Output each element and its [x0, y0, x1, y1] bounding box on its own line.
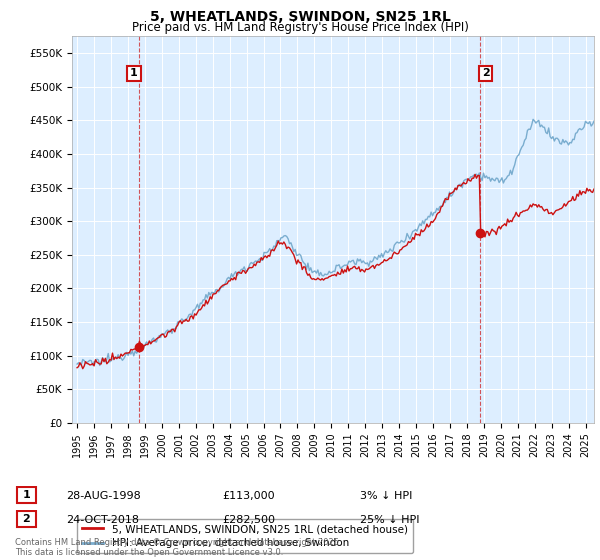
Text: 2: 2	[482, 68, 490, 78]
Text: 28-AUG-1998: 28-AUG-1998	[66, 491, 141, 501]
Text: £113,000: £113,000	[222, 491, 275, 501]
Text: 1: 1	[130, 68, 138, 78]
Bar	[17, 487, 36, 503]
Text: 24-OCT-2018: 24-OCT-2018	[66, 515, 139, 525]
Text: 1: 1	[23, 490, 30, 500]
Text: 5, WHEATLANDS, SWINDON, SN25 1RL: 5, WHEATLANDS, SWINDON, SN25 1RL	[149, 10, 451, 24]
Text: 25% ↓ HPI: 25% ↓ HPI	[360, 515, 419, 525]
Text: £282,500: £282,500	[222, 515, 275, 525]
Text: Contains HM Land Registry data © Crown copyright and database right 2025.
This d: Contains HM Land Registry data © Crown c…	[15, 538, 341, 557]
Text: Price paid vs. HM Land Registry's House Price Index (HPI): Price paid vs. HM Land Registry's House …	[131, 21, 469, 34]
Legend: 5, WHEATLANDS, SWINDON, SN25 1RL (detached house), HPI: Average price, detached : 5, WHEATLANDS, SWINDON, SN25 1RL (detach…	[77, 519, 413, 553]
Bar	[17, 511, 36, 527]
Text: 2: 2	[23, 514, 30, 524]
Text: 3% ↓ HPI: 3% ↓ HPI	[360, 491, 412, 501]
